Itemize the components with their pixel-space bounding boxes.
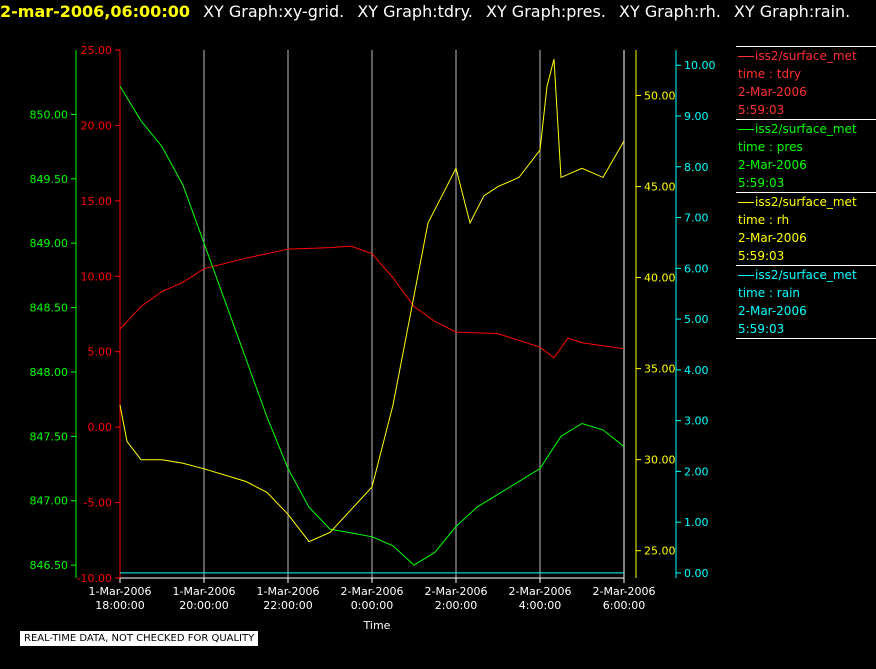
x-tick-label-date: 2-Mar-2006 bbox=[425, 585, 488, 598]
y-tick-label-rain: 10.00 bbox=[684, 59, 716, 72]
y-tick-label-pres: 850.00 bbox=[30, 108, 69, 121]
y-tick-label-tdry: 15.00 bbox=[81, 195, 113, 208]
x-tick-label-time: 22:00:00 bbox=[263, 599, 312, 612]
header-graph-tdry[interactable]: XY Graph:tdry. bbox=[357, 2, 473, 21]
x-tick-label-time: 4:00:00 bbox=[519, 599, 561, 612]
series-line-rh bbox=[119, 58, 625, 543]
y-tick-label-rain: 3.00 bbox=[684, 415, 709, 428]
quality-disclaimer: REAL-TIME DATA, NOT CHECKED FOR QUALITY bbox=[20, 631, 259, 646]
x-tick-label-time: 0:00:00 bbox=[351, 599, 393, 612]
legend-source: iss2/surface_met bbox=[755, 195, 857, 209]
x-tick-label-date: 1-Mar-2006 bbox=[89, 585, 152, 598]
x-tick-label-time: 18:00:00 bbox=[95, 599, 144, 612]
axes: 25.00 20.00 15.00 10.00 5.00 0.00 -5.00 -10.00 8… bbox=[30, 44, 716, 585]
header-time: 2-mar-2006,06:00:00 bbox=[0, 2, 190, 21]
y-tick-label-tdry: -5.00 bbox=[84, 497, 112, 510]
legend-variable: time : pres bbox=[738, 140, 803, 154]
plot-header: 2-mar-2006,06:00:00 XY Graph:xy-grid. XY… bbox=[0, 2, 850, 21]
legend-line-icon bbox=[738, 129, 754, 130]
legend-time: 5:59:03 bbox=[738, 103, 785, 117]
header-graph-pres[interactable]: XY Graph:pres. bbox=[485, 2, 606, 21]
y-tick-label-rh: 35.00 bbox=[644, 363, 676, 376]
legend-line-icon bbox=[738, 56, 754, 57]
y-tick-label-tdry: 0.00 bbox=[88, 421, 113, 434]
legend-date: 2-Mar-2006 bbox=[738, 85, 807, 99]
legend-time: 5:59:03 bbox=[738, 322, 785, 336]
y-tick-label-rain: 4.00 bbox=[684, 364, 709, 377]
y-tick-label-rain: 0.00 bbox=[684, 567, 709, 580]
legend-variable: time : tdry bbox=[738, 67, 802, 81]
y-tick-label-rain: 7.00 bbox=[684, 212, 709, 225]
series-line-pres bbox=[119, 85, 625, 566]
x-tick-label-date: 2-Mar-2006 bbox=[593, 585, 656, 598]
x-tick-label-date: 1-Mar-2006 bbox=[173, 585, 236, 598]
y-tick-label-rh: 25.00 bbox=[644, 545, 676, 558]
x-tick-label-time: 20:00:00 bbox=[179, 599, 228, 612]
y-tick-label-rain: 9.00 bbox=[684, 110, 709, 123]
header-graph-xy-grid[interactable]: XY Graph:xy-grid. bbox=[203, 2, 345, 21]
legend-time: 5:59:03 bbox=[738, 176, 785, 190]
legend-entry-tdry: iss2/surface_met time : tdry 2-Mar-2006 … bbox=[736, 46, 876, 119]
legend-variable: time : rain bbox=[738, 286, 801, 300]
legend-variable: time : rh bbox=[738, 213, 790, 227]
legend-source: iss2/surface_met bbox=[755, 122, 857, 136]
y-tick-label-pres: 846.50 bbox=[30, 559, 69, 572]
y-tick-label-rain: 8.00 bbox=[684, 161, 709, 174]
y-tick-label-tdry: 25.00 bbox=[81, 44, 113, 57]
legend-source: iss2/surface_met bbox=[755, 49, 857, 63]
y-tick-label-pres: 847.50 bbox=[30, 430, 69, 443]
y-tick-label-rain: 6.00 bbox=[684, 262, 709, 275]
y-tick-label-pres: 848.00 bbox=[30, 366, 69, 379]
legend-line-icon bbox=[738, 275, 754, 276]
y-tick-label-rh: 45.00 bbox=[644, 181, 676, 194]
legend-source: iss2/surface_met bbox=[755, 268, 857, 282]
y-tick-label-rh: 40.00 bbox=[644, 272, 676, 285]
x-axis-label: Time bbox=[363, 619, 391, 632]
grid-lines bbox=[203, 50, 541, 578]
header-graph-rain[interactable]: XY Graph:rain. bbox=[733, 2, 851, 21]
y-tick-label-tdry: 5.00 bbox=[88, 346, 113, 359]
y-tick-label-rain: 5.00 bbox=[684, 313, 709, 326]
series-line-tdry bbox=[119, 245, 625, 359]
legend-date: 2-Mar-2006 bbox=[738, 158, 807, 172]
y-tick-label-tdry: 20.00 bbox=[81, 119, 113, 132]
legend-entry-pres: iss2/surface_met time : pres 2-Mar-2006 … bbox=[736, 119, 876, 192]
x-tick-label-time: 6:00:00 bbox=[603, 599, 645, 612]
y-tick-label-rh: 50.00 bbox=[644, 90, 676, 103]
x-tick-label-date: 1-Mar-2006 bbox=[257, 585, 320, 598]
y-tick-label-rain: 2.00 bbox=[684, 465, 709, 478]
x-tick-labels: 1-Mar-200618:00:001-Mar-200620:00:001-Ma… bbox=[89, 585, 656, 612]
legend: iss2/surface_met time : tdry 2-Mar-2006 … bbox=[736, 46, 876, 339]
x-tick-label-time: 2:00:00 bbox=[435, 599, 477, 612]
series-lines bbox=[119, 58, 625, 574]
legend-entry-rain: iss2/surface_met time : rain 2-Mar-2006 … bbox=[736, 265, 876, 339]
legend-entry-rh: iss2/surface_met time : rh 2-Mar-2006 5:… bbox=[736, 192, 876, 265]
y-tick-label-rh: 30.00 bbox=[644, 454, 676, 467]
y-tick-label-pres: 848.50 bbox=[30, 302, 69, 315]
header-graph-rh[interactable]: XY Graph:rh. bbox=[619, 2, 721, 21]
y-tick-label-pres: 847.00 bbox=[30, 495, 69, 508]
legend-date: 2-Mar-2006 bbox=[738, 231, 807, 245]
x-tick-label-date: 2-Mar-2006 bbox=[509, 585, 572, 598]
y-tick-label-rain: 1.00 bbox=[684, 516, 709, 529]
y-tick-label-tdry: -10.00 bbox=[77, 572, 112, 585]
y-tick-label-pres: 849.50 bbox=[30, 173, 69, 186]
y-tick-label-pres: 849.00 bbox=[30, 237, 69, 250]
y-tick-label-tdry: 10.00 bbox=[81, 270, 113, 283]
legend-date: 2-Mar-2006 bbox=[738, 304, 807, 318]
legend-time: 5:59:03 bbox=[738, 249, 785, 263]
legend-line-icon bbox=[738, 202, 754, 203]
x-tick-label-date: 2-Mar-2006 bbox=[341, 585, 404, 598]
